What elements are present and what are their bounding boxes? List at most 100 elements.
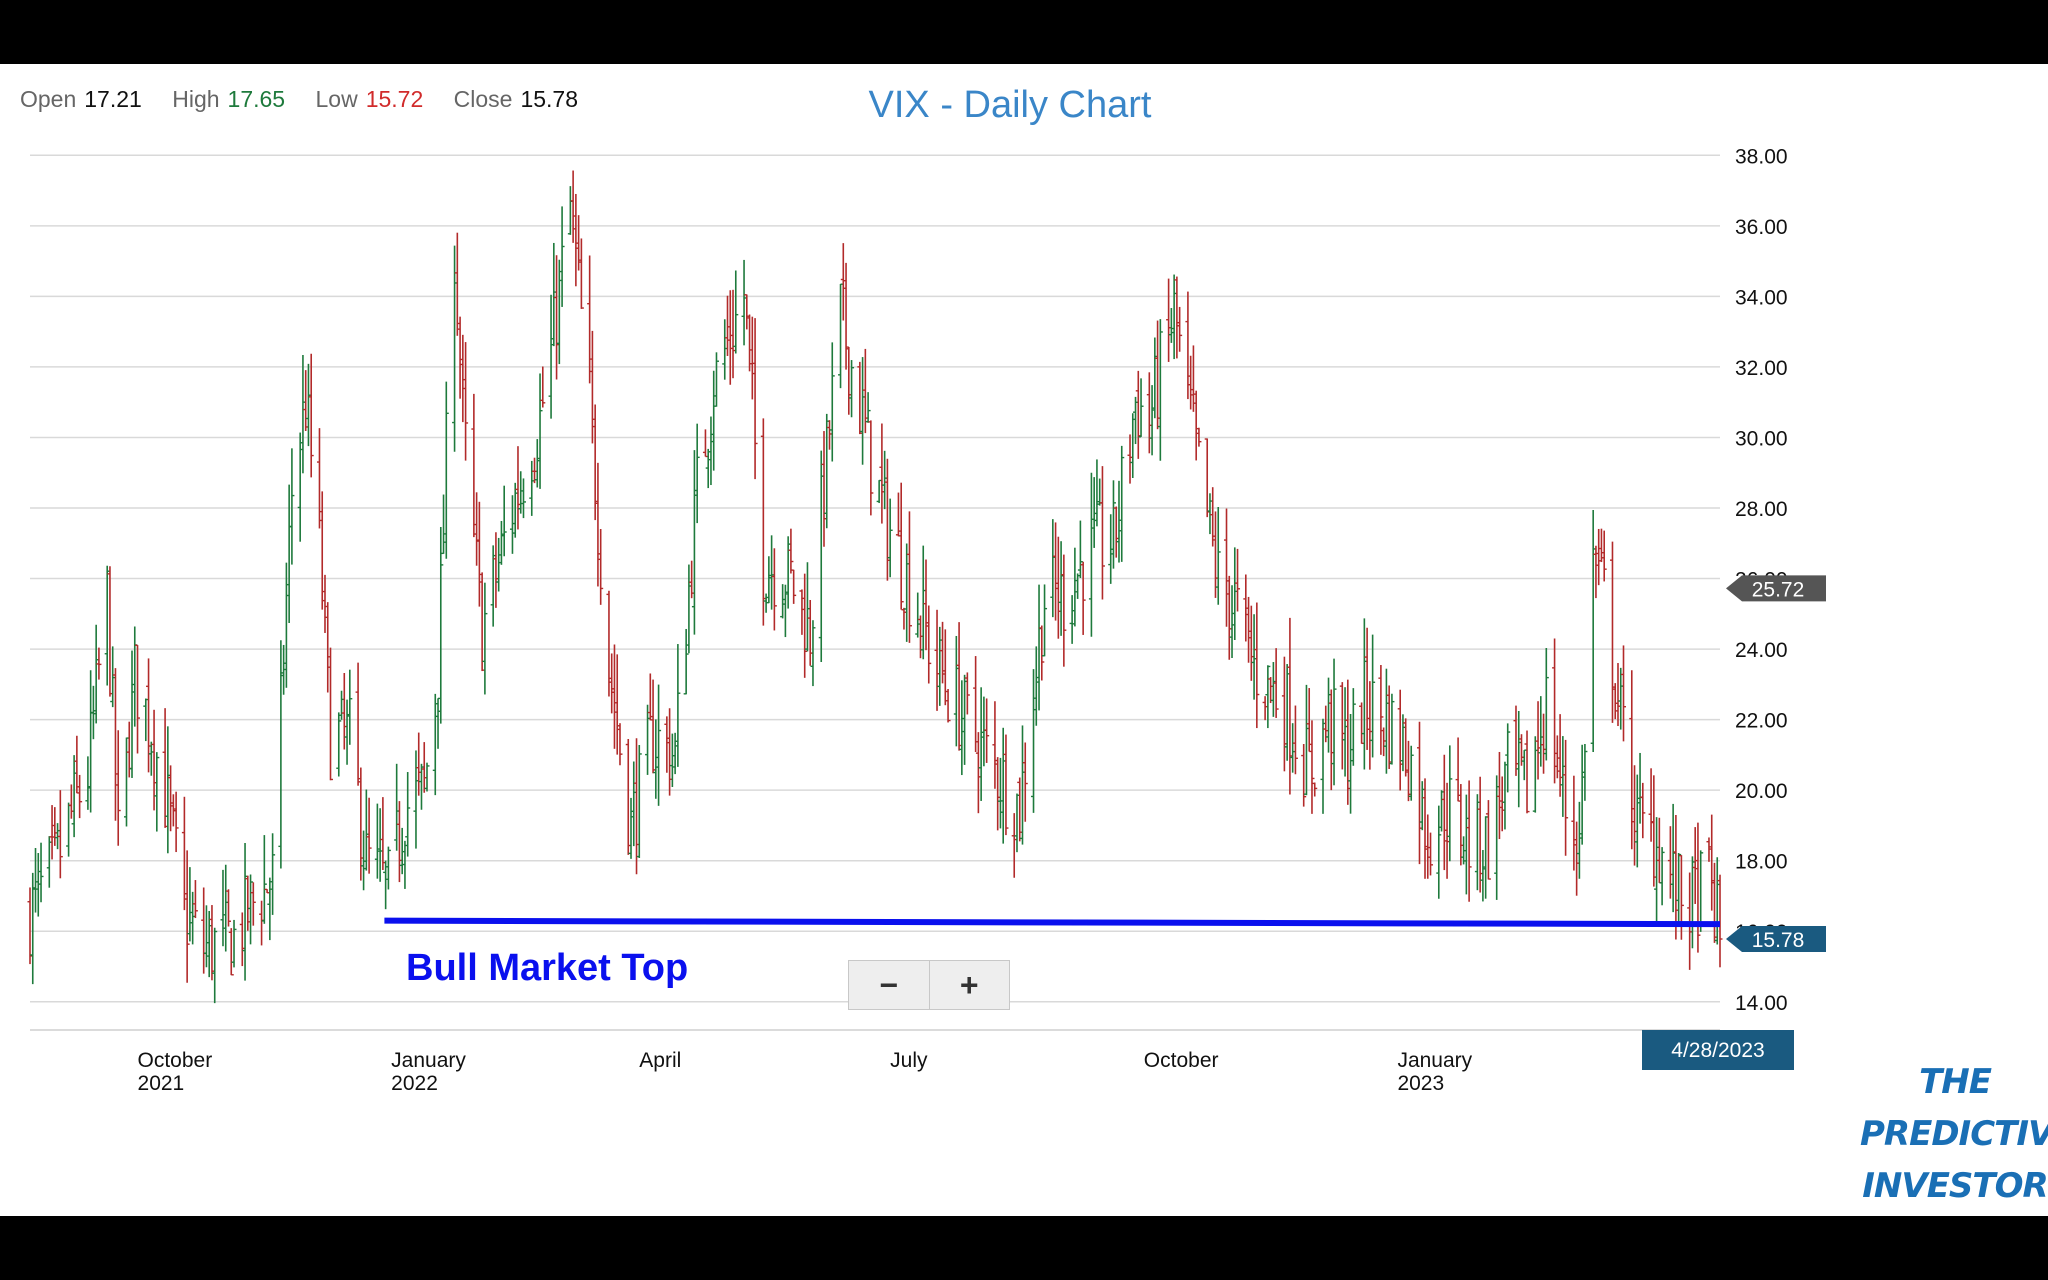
ohlc-bar — [520, 478, 526, 519]
ohlc-bar — [537, 373, 543, 489]
ohlc-bar — [1130, 413, 1136, 479]
ohlc-bar — [884, 458, 890, 581]
ohlc-bar — [1496, 751, 1502, 840]
price-tag-last-shape — [1726, 926, 1826, 952]
ohlc-bar — [592, 404, 598, 521]
ohlc-bar — [920, 545, 926, 660]
price-tag-last-text: 15.78 — [1752, 929, 1805, 952]
ohlc-bar — [1270, 662, 1276, 717]
ohlc-bar — [339, 690, 345, 720]
ohlc-bar — [96, 647, 102, 680]
ohlc-bar — [1485, 800, 1491, 880]
ohlc-bar — [1113, 506, 1119, 558]
price-tag-last: 15.78 — [1726, 926, 1826, 952]
gridlines — [30, 154, 1720, 1031]
ohlc-bar — [1444, 782, 1450, 879]
y-tick-label: 36.00 — [1735, 216, 1788, 239]
ohlc-bar — [730, 289, 736, 379]
ohlc-bar — [1367, 681, 1373, 770]
ohlc-bar — [650, 679, 656, 774]
ohlc-bar — [1615, 663, 1621, 727]
ohlc-bar — [1648, 768, 1654, 842]
ohlc-bar — [1119, 445, 1125, 562]
ohlc-bar — [129, 650, 135, 778]
ohlc-bar — [35, 853, 41, 917]
ohlc-bar — [1692, 827, 1698, 904]
ohlc-bar — [1463, 794, 1469, 895]
ohlc-bar — [173, 791, 179, 853]
ohlc-bar — [860, 357, 866, 465]
ohlc-bar — [1003, 734, 1009, 836]
ohlc-bar — [1538, 696, 1544, 767]
ohlc-bar — [1248, 605, 1254, 681]
ohlc-bar — [88, 670, 94, 813]
high-label: High — [172, 86, 220, 112]
ohlc-bar — [1416, 721, 1422, 865]
ohlc-bar — [876, 479, 882, 504]
ohlc-bar — [741, 259, 747, 346]
x-tick-year: 2023 — [1397, 1072, 1444, 1095]
ohlc-bar — [551, 242, 557, 347]
ohlc-bar — [1574, 821, 1580, 896]
ohlc-bar — [1080, 561, 1086, 635]
ohlc-bar — [1541, 713, 1547, 774]
ohlc-bar — [1033, 646, 1039, 726]
ohlc-bar — [1292, 705, 1298, 775]
ohlc-bar — [1659, 847, 1665, 906]
ohlc-bar — [915, 592, 921, 638]
ohlc-bar — [829, 342, 835, 462]
ohlc-bar — [1017, 777, 1023, 842]
ohlc-bar — [1284, 664, 1290, 761]
ohlc-bar — [1673, 814, 1679, 940]
zoom-in-button[interactable]: + — [959, 966, 979, 1003]
ohlc-bar — [308, 353, 314, 478]
ohlc-bar — [675, 644, 681, 767]
ohlc-bar — [435, 697, 441, 749]
ohlc-bar — [1146, 372, 1152, 454]
date-tag: 4/28/2023 — [1642, 1030, 1794, 1070]
ohlc-bar — [1560, 736, 1566, 817]
ohlc-bar — [843, 262, 849, 370]
ohlc-bar — [1345, 679, 1351, 805]
ohlc-bar — [394, 763, 400, 851]
ohlc-bar — [248, 874, 254, 945]
ohlc-bar — [705, 448, 711, 489]
ohlc-bar — [1268, 677, 1274, 704]
ohlc-bar — [49, 805, 55, 860]
ohlc-bar — [107, 566, 113, 697]
ohlc-bar — [964, 672, 970, 715]
ohlc-bar — [953, 635, 959, 747]
ohlc-bar — [74, 735, 80, 794]
ohlc-bar — [1053, 522, 1059, 621]
ohlc-bar — [1331, 658, 1337, 786]
ohlc-bar — [261, 835, 267, 924]
ohlc-bar — [981, 696, 987, 767]
ohlc-bar — [1166, 278, 1172, 362]
ohlc-bar — [1651, 775, 1657, 887]
ohlc-bar — [747, 314, 753, 372]
ohlc-bar — [1000, 727, 1006, 844]
ohlc-bar — [722, 319, 728, 380]
ohlc-bar — [672, 732, 678, 775]
ohlc-bar — [190, 891, 196, 945]
zoom-out-button[interactable]: − — [849, 961, 930, 1009]
ohlc-bar — [1215, 507, 1221, 605]
ohlc-bar — [1042, 584, 1048, 657]
ohlc-bar — [93, 624, 99, 724]
ohlc-bar — [882, 450, 888, 510]
ohlc-bar — [752, 318, 758, 480]
ohlc-bar — [1273, 648, 1279, 718]
ohlc-bar — [1419, 781, 1425, 831]
ohlc-bar — [810, 620, 816, 687]
ohlc-bar — [766, 556, 772, 604]
ohlc-bar — [587, 255, 593, 384]
ohlc-bar — [904, 543, 910, 642]
ohlc-bar — [438, 526, 444, 724]
y-tick-label: 22.00 — [1735, 710, 1788, 733]
x-tick-label: January — [391, 1049, 466, 1072]
ohlc-bar — [104, 565, 110, 686]
ohlc-bar — [802, 573, 808, 678]
ohlc-bar — [418, 763, 424, 810]
ohlc-bar — [231, 919, 237, 968]
